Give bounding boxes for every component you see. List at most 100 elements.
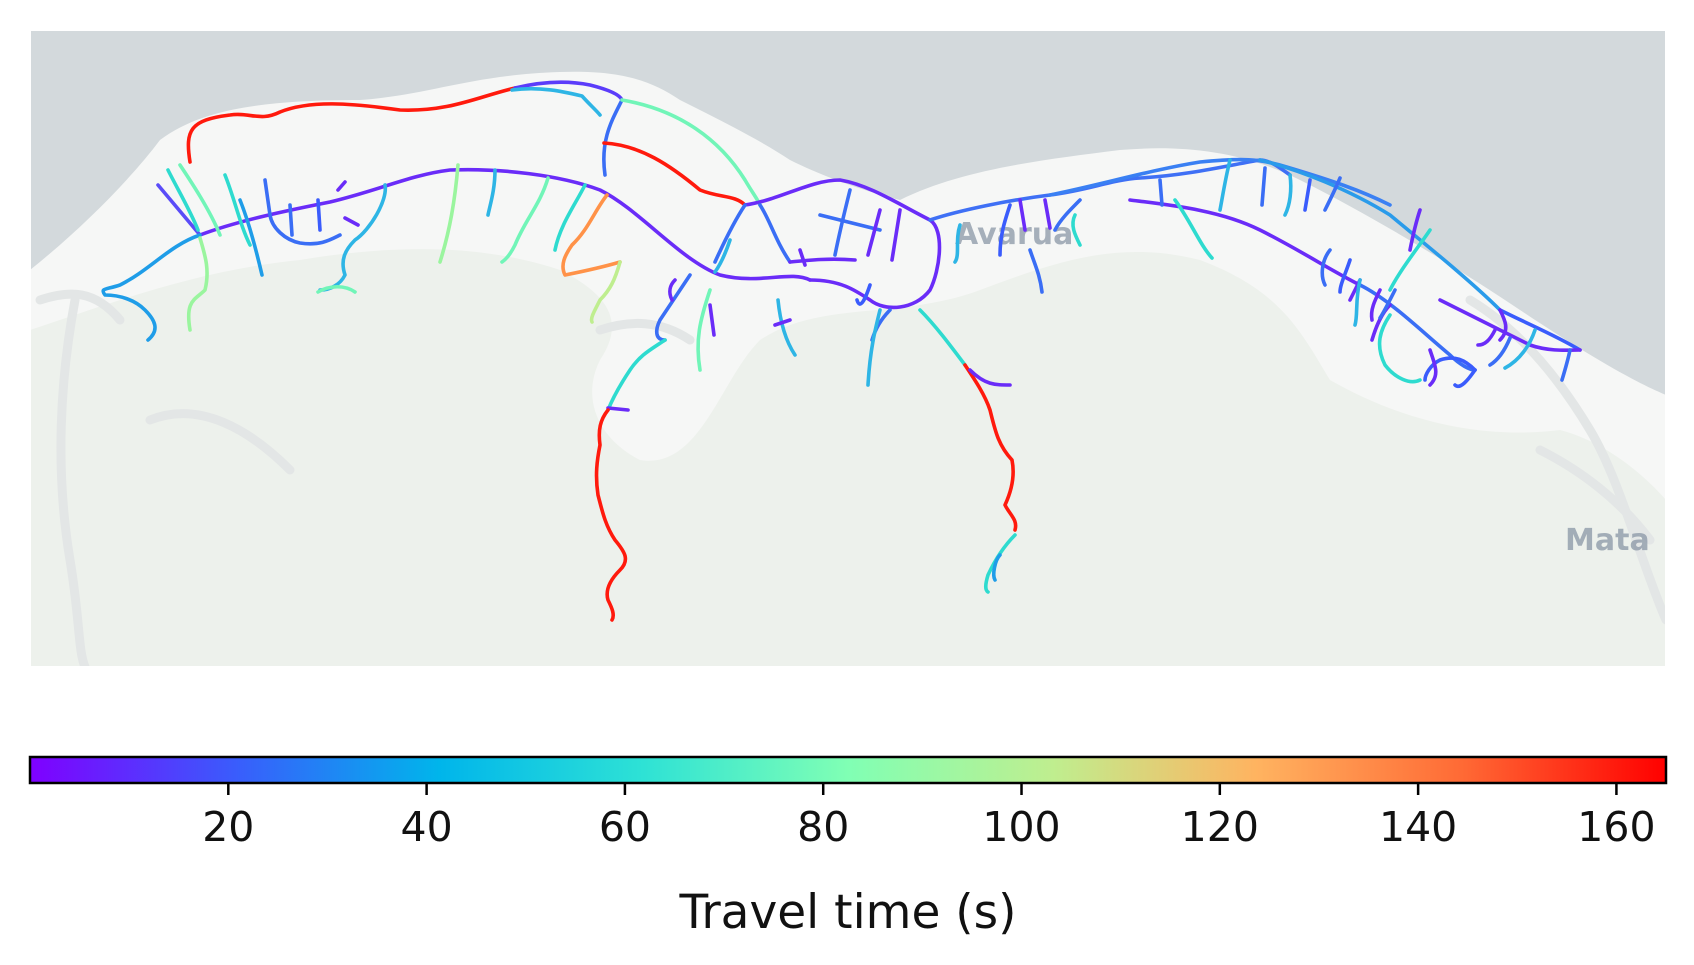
road-segment	[500, 176, 550, 264]
road-segment	[1338, 258, 1352, 294]
road-segment	[316, 198, 322, 232]
colorbar-tick-label: 60	[599, 803, 651, 851]
road-segment	[1028, 248, 1044, 294]
road-segment	[1128, 198, 1362, 287]
road-segment	[1453, 368, 1477, 389]
place-label-mata: Mata	[1565, 523, 1650, 558]
road-segment	[855, 283, 872, 306]
road-segment	[654, 273, 692, 342]
colorbar-ticks: 20 40 60 80 100 120 140 160	[202, 783, 1656, 851]
road-segment	[1498, 308, 1582, 352]
road-segment	[1048, 157, 1392, 207]
road-segment	[1323, 176, 1342, 212]
road-segment	[866, 208, 882, 257]
road-segment	[343, 216, 360, 227]
road-segment	[606, 338, 667, 412]
road-segment	[238, 198, 264, 277]
road-segment	[776, 298, 797, 357]
colorbar-label: Travel time (s)	[679, 885, 1017, 940]
colorbar-tick-label: 100	[982, 803, 1060, 851]
road-segment	[1043, 198, 1052, 230]
road-segment	[316, 284, 357, 294]
colorbar-tick-label: 80	[797, 803, 849, 851]
road-segment	[223, 173, 252, 247]
road-segment	[1408, 208, 1422, 252]
vegetation-area	[30, 249, 1666, 667]
road-segment	[186, 236, 209, 332]
road-segment	[1377, 313, 1422, 384]
colorbar-tick-label: 120	[1181, 803, 1259, 851]
road-segment	[1173, 198, 1214, 260]
road-segment	[1428, 348, 1438, 387]
road-segment	[696, 288, 712, 372]
road-segment	[1358, 283, 1477, 372]
road-segment	[1388, 228, 1432, 292]
map-frame	[29, 29, 1667, 668]
road-segment	[1053, 198, 1082, 232]
road-segment	[983, 533, 1017, 594]
road-segment	[1498, 308, 1508, 342]
road-segment	[510, 86, 602, 117]
road-segment	[561, 193, 622, 277]
road-segment	[486, 168, 497, 217]
road-segment	[1423, 356, 1477, 382]
road-segment	[553, 183, 587, 252]
road-segment	[336, 180, 347, 192]
road-network	[101, 80, 1582, 622]
road-segment	[1476, 328, 1497, 347]
road-segment	[1320, 248, 1332, 287]
road-segment	[668, 278, 677, 302]
road-segment	[606, 406, 630, 412]
road-segment	[708, 303, 716, 337]
road-segment	[968, 368, 1012, 387]
road-segment	[589, 260, 622, 324]
colorbar-tick-label: 40	[401, 803, 453, 851]
colorbar-gradient	[28, 755, 1668, 785]
minor-roads	[35, 289, 1666, 667]
road-segment	[602, 141, 747, 207]
road-segment	[992, 553, 1002, 582]
road-segment	[288, 203, 294, 237]
road-segment	[1503, 328, 1537, 370]
road-segment	[1560, 348, 1572, 382]
road-segment	[833, 188, 852, 257]
road-segment	[438, 163, 460, 264]
road-segment	[1218, 158, 1232, 212]
road-segment	[743, 178, 942, 310]
road-segment	[818, 213, 882, 232]
road-segment	[620, 98, 762, 207]
road-segment	[1488, 336, 1512, 367]
road-segment	[866, 308, 882, 387]
road-segment	[788, 257, 857, 264]
road-segment	[953, 223, 962, 264]
road-segment	[513, 80, 624, 102]
road-segment	[918, 308, 967, 367]
road-segment	[773, 318, 792, 327]
road-segment	[713, 203, 747, 264]
road-segment	[101, 233, 202, 342]
road-segment	[178, 163, 222, 237]
place-label-avarua: Avarua	[955, 217, 1073, 252]
road-segment	[1018, 198, 1027, 232]
road-segment	[713, 238, 732, 274]
road-segment	[890, 208, 902, 262]
road-segment	[1353, 278, 1362, 327]
road-segment	[1158, 178, 1164, 207]
colorbar-tick-label: 160	[1577, 803, 1655, 851]
road-segment	[998, 203, 1012, 257]
road-segment	[166, 168, 200, 232]
road-network-map: Avarua Mata	[29, 29, 1667, 668]
road-segment	[798, 248, 807, 267]
road-segment	[963, 363, 1018, 532]
road-segment	[1258, 158, 1502, 312]
road-segment	[594, 408, 628, 622]
road-segment	[602, 98, 624, 177]
road-segment	[1369, 288, 1382, 322]
road-segment	[1283, 173, 1293, 217]
road-segment	[156, 183, 202, 237]
road-segment	[186, 86, 517, 164]
road-segment	[1071, 213, 1082, 247]
road-segment	[1438, 298, 1582, 353]
road-segment	[758, 203, 792, 264]
road-segment	[198, 167, 812, 282]
